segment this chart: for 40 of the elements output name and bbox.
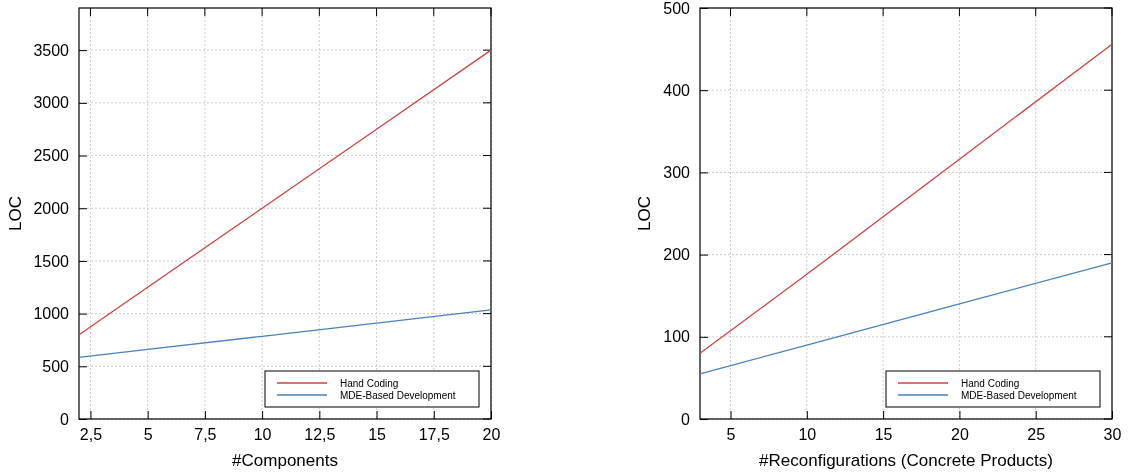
x-tick-label: 10 (798, 426, 817, 444)
line-series (78, 309, 492, 358)
x-tick-label: 20 (951, 426, 969, 444)
x-tick-label: 15 (368, 426, 387, 444)
x-tick-label: 25 (1027, 426, 1046, 444)
x-axis-title: #Reconfigurations (Concrete Products) (759, 451, 1053, 470)
y-tick-label: 2500 (33, 147, 70, 165)
legend-label: Hand Coding (961, 378, 1020, 389)
y-tick-label: 300 (663, 164, 691, 182)
y-tick-label: 100 (663, 328, 691, 346)
y-tick-label: 500 (663, 0, 691, 17)
x-tick-label: 10 (253, 426, 272, 444)
legend-label: MDE-Based Development (340, 390, 456, 401)
y-tick-label: 0 (60, 410, 70, 428)
x-tick-label: 7,5 (194, 426, 217, 444)
line-series (699, 43, 1113, 354)
y-tick-label: 400 (663, 81, 691, 99)
y-tick-label: 1500 (33, 252, 70, 270)
y-tick-label: 500 (42, 357, 70, 375)
legend-label: Hand Coding (340, 378, 399, 389)
line-series (699, 262, 1113, 375)
x-tick-label: 20 (482, 426, 501, 444)
x-tick-label: 2,5 (79, 426, 103, 444)
x-tick-label: 5 (143, 426, 153, 444)
x-tick-label: 17,5 (418, 426, 450, 444)
y-axis-title: LOC (6, 196, 25, 231)
y-tick-label: 200 (663, 246, 691, 264)
y-tick-label: 3500 (33, 41, 70, 59)
y-tick-label: 1000 (33, 305, 70, 323)
x-axis-title: #Components (232, 451, 338, 470)
legend-label: MDE-Based Development (961, 390, 1077, 401)
x-tick-label: 15 (874, 426, 893, 444)
y-tick-label: 2000 (33, 199, 70, 217)
y-tick-label: 3000 (33, 94, 70, 112)
x-tick-label: 30 (1103, 426, 1122, 444)
y-axis-title: LOC (635, 196, 654, 231)
line-series (78, 49, 492, 336)
x-tick-label: 5 (726, 426, 736, 444)
y-tick-label: 0 (681, 410, 691, 428)
x-tick-label: 12,5 (304, 426, 336, 444)
